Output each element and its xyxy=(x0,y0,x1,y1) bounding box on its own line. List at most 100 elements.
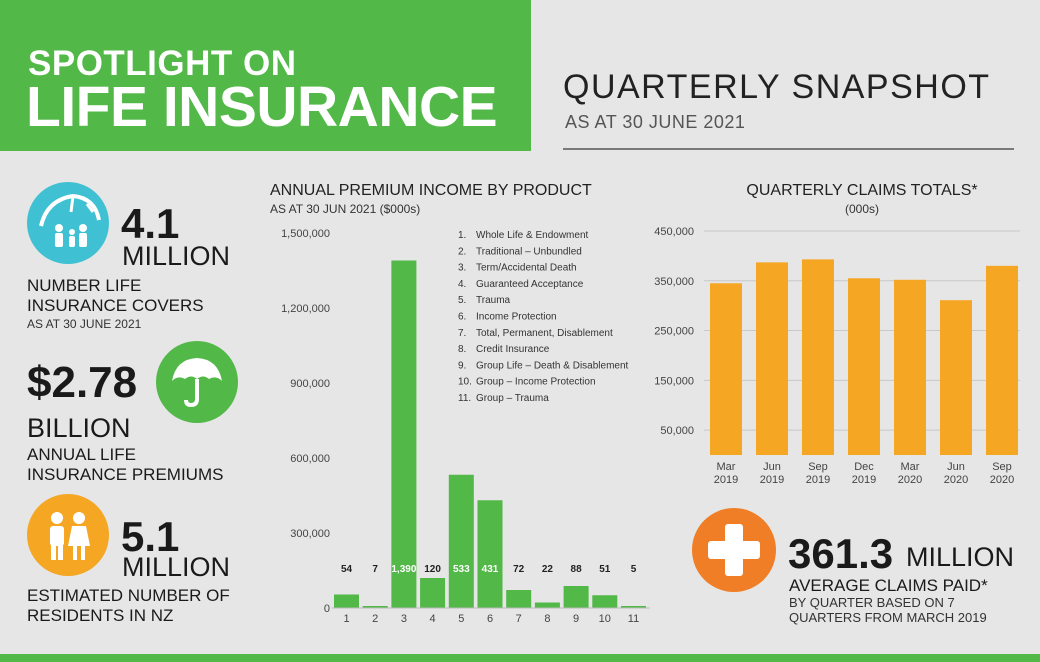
claims-x-tick-month: Sep xyxy=(992,461,1012,473)
premium-data-label: 88 xyxy=(571,564,583,575)
premium-bar xyxy=(592,595,618,608)
premium-bar xyxy=(506,590,532,608)
claims-chart-title: QUARTERLY CLAIMS TOTALS* xyxy=(746,182,977,199)
claims-bar xyxy=(940,300,972,455)
premium-y-tick: 900,000 xyxy=(290,378,330,390)
covers-unit: MILLION xyxy=(122,241,231,271)
claims-x-tick-year: 2019 xyxy=(852,474,876,486)
covers-label-1: NUMBER LIFE xyxy=(27,276,142,295)
residents-label-1: ESTIMATED NUMBER OF xyxy=(27,586,230,605)
premium-legend-item: Group – Trauma xyxy=(476,393,549,404)
premium-data-label: 22 xyxy=(542,564,554,575)
premiums-label-2: INSURANCE PREMIUMS xyxy=(27,465,224,484)
header-line1: SPOTLIGHT ON xyxy=(28,44,297,83)
premium-x-tick: 6 xyxy=(487,613,493,625)
premium-data-label: 1,390 xyxy=(391,564,416,575)
premium-legend-number: 5. xyxy=(458,295,466,306)
page-title: LIFE INSURANCE xyxy=(26,75,498,139)
premium-x-tick: 10 xyxy=(599,613,611,625)
premium-legend-number: 10. xyxy=(458,377,472,388)
claims-label-2: BY QUARTER BASED ON 7 xyxy=(789,595,955,610)
premium-legend-item: Group Life – Death & Disablement xyxy=(476,360,629,371)
premium-income-chart: ANNUAL PREMIUM INCOME BY PRODUCT AS AT 3… xyxy=(270,182,650,625)
premium-legend-item: Total, Permanent, Disablement xyxy=(476,328,613,339)
premium-x-tick: 9 xyxy=(573,613,579,625)
premium-bar xyxy=(334,594,359,608)
premium-x-tick: 8 xyxy=(544,613,550,625)
claims-x-tick-month: Jun xyxy=(947,461,965,473)
snapshot-title: QUARTERLY SNAPSHOT xyxy=(563,68,991,106)
claims-x-tick-year: 2019 xyxy=(760,474,784,486)
premium-x-tick: 11 xyxy=(628,613,639,625)
claims-bar xyxy=(756,262,788,455)
premium-legend-item: Whole Life & Endowment xyxy=(476,230,589,241)
claims-value: 361.3 xyxy=(788,530,894,577)
premium-data-label: 533 xyxy=(453,564,470,575)
claims-bar xyxy=(848,278,880,455)
umbrella-family-icon xyxy=(27,182,109,264)
claims-bar xyxy=(802,259,834,455)
premium-legend-item: Trauma xyxy=(476,295,511,306)
residents-unit: MILLION xyxy=(122,552,231,582)
claims-chart: QUARTERLY CLAIMS TOTALS* (000s) 50,000 15… xyxy=(654,182,1020,486)
claims-x-tick-year: 2019 xyxy=(806,474,830,486)
premium-legend-number: 4. xyxy=(458,279,466,290)
premium-bar xyxy=(391,260,417,608)
premium-x-tick: 4 xyxy=(430,613,436,625)
covers-date: AS AT 30 JUNE 2021 xyxy=(27,317,142,331)
premium-bar xyxy=(534,602,560,608)
people-icon xyxy=(27,494,109,576)
premiums-unit: BILLION xyxy=(27,413,131,443)
medical-cross-icon xyxy=(692,508,776,592)
premium-legend-item: Group – Income Protection xyxy=(476,377,596,388)
premium-legend-number: 8. xyxy=(458,344,466,355)
covers-label-2: INSURANCE COVERS xyxy=(27,296,204,315)
premium-x-tick: 3 xyxy=(401,613,407,625)
claims-label-3: QUARTERS FROM MARCH 2019 xyxy=(789,610,987,625)
premium-x-tick: 7 xyxy=(516,613,522,625)
premium-y-tick: 1,500,000 xyxy=(281,228,330,240)
claims-y-tick: 150,000 xyxy=(654,375,694,387)
premium-x-tick: 5 xyxy=(458,613,464,625)
claims-y-tick: 250,000 xyxy=(654,326,694,338)
premium-x-tick: 2 xyxy=(372,613,378,625)
claims-bar xyxy=(894,279,926,455)
premium-legend-number: 3. xyxy=(458,263,466,274)
premium-legend-item: Income Protection xyxy=(476,312,557,323)
claims-x-tick-month: Dec xyxy=(854,461,874,473)
claims-x-tick-year: 2019 xyxy=(714,474,738,486)
premium-legend-number: 7. xyxy=(458,328,466,339)
premium-y-tick: 600,000 xyxy=(290,453,330,465)
premium-legend-number: 11. xyxy=(458,393,471,404)
premium-data-label: 7 xyxy=(372,564,378,575)
premium-y-tick: 300,000 xyxy=(290,528,330,540)
premium-legend-number: 9. xyxy=(458,360,466,371)
premium-legend-number: 1. xyxy=(458,230,466,241)
claims-x-tick-month: Sep xyxy=(808,461,828,473)
snapshot-subtitle: AS AT 30 JUNE 2021 xyxy=(565,112,746,132)
premium-y-tick: 0 xyxy=(324,603,330,615)
claims-y-tick: 450,000 xyxy=(654,226,694,238)
claims-label-1: AVERAGE CLAIMS PAID* xyxy=(789,576,988,595)
claims-bar xyxy=(986,265,1018,455)
premium-legend-number: 6. xyxy=(458,312,466,323)
claims-x-tick-year: 2020 xyxy=(990,474,1014,486)
premium-bar xyxy=(621,606,646,608)
residents-value: 5.1 xyxy=(121,513,180,560)
header-banner xyxy=(0,0,531,151)
premium-legend-item: Guaranteed Acceptance xyxy=(476,279,584,290)
snapshot-divider xyxy=(563,148,1014,150)
premium-data-label: 54 xyxy=(341,564,353,575)
claims-unit: MILLION xyxy=(906,542,1015,572)
premium-bar xyxy=(477,500,503,608)
premium-bar xyxy=(420,578,446,608)
claims-y-tick: 50,000 xyxy=(660,425,694,437)
residents-label-2: RESIDENTS IN NZ xyxy=(27,606,174,625)
claims-x-tick-month: Mar xyxy=(901,461,920,473)
premium-chart-subtitle: AS AT 30 JUN 2021 ($000s) xyxy=(270,202,420,216)
claims-chart-subtitle: (000s) xyxy=(845,202,879,216)
premiums-value: $2.78 xyxy=(27,358,138,407)
premium-legend-item: Term/Accidental Death xyxy=(476,263,577,274)
premium-chart-title: ANNUAL PREMIUM INCOME BY PRODUCT xyxy=(270,182,592,199)
premium-legend-number: 2. xyxy=(458,246,466,257)
